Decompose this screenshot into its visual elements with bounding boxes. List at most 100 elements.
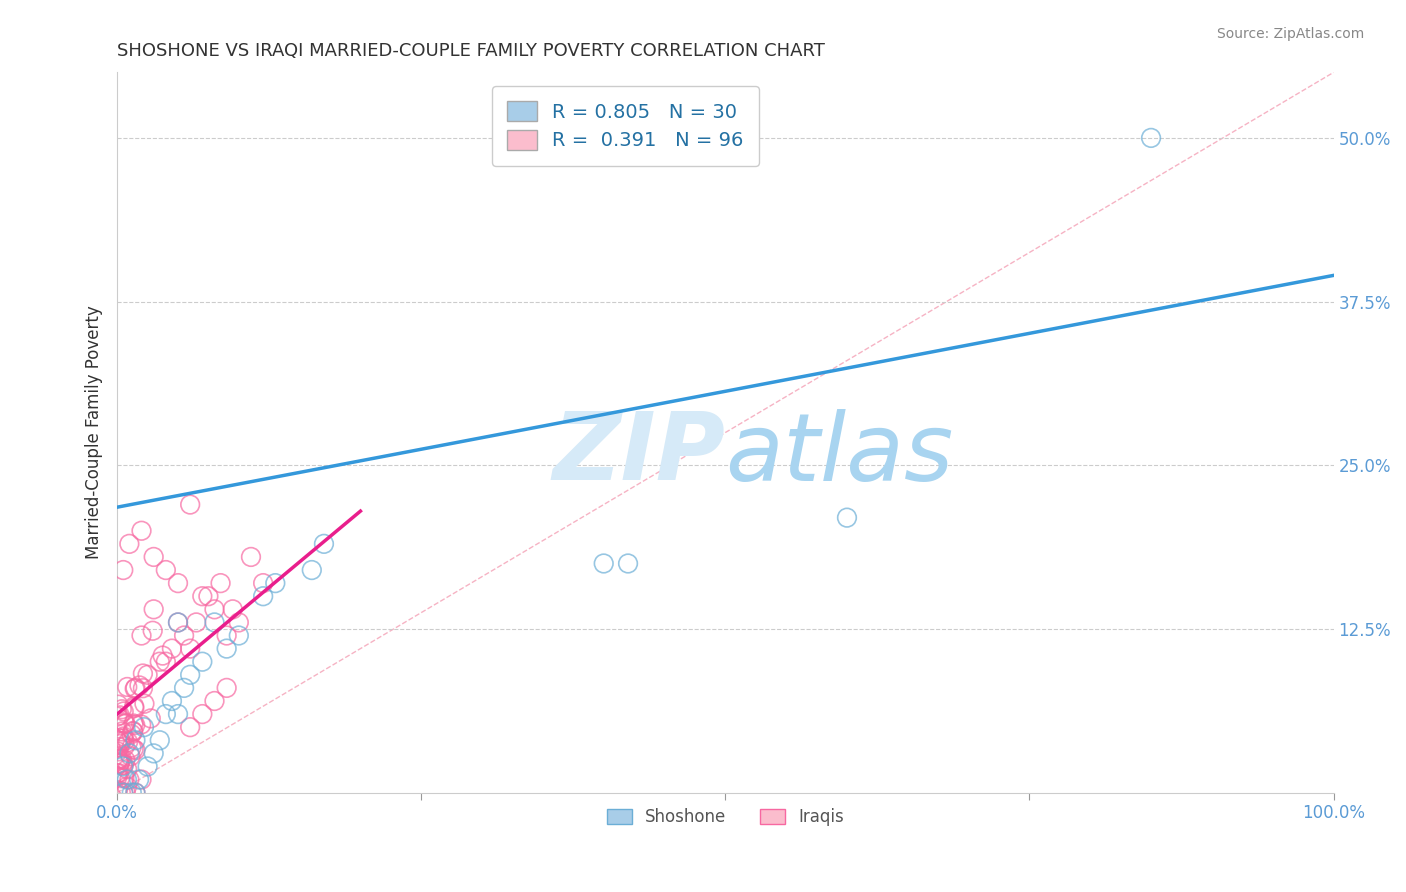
Point <box>240 549 263 564</box>
Point <box>118 772 141 787</box>
Point <box>136 668 159 682</box>
Point <box>122 742 145 756</box>
Point <box>112 731 135 746</box>
Point <box>167 615 190 630</box>
Point <box>108 756 131 771</box>
Point <box>228 615 250 630</box>
Point <box>107 766 129 780</box>
Point <box>108 751 131 765</box>
Point <box>122 716 145 731</box>
Point <box>124 786 146 800</box>
Point <box>128 678 150 692</box>
Point <box>111 758 134 772</box>
Point <box>120 727 142 741</box>
Point <box>179 720 201 734</box>
Point <box>252 589 274 603</box>
Point <box>136 759 159 773</box>
Point <box>160 694 183 708</box>
Point <box>122 699 145 714</box>
Point <box>142 747 165 761</box>
Point <box>107 698 129 712</box>
Point <box>179 668 201 682</box>
Point <box>142 602 165 616</box>
Point <box>114 717 136 731</box>
Point <box>122 724 145 739</box>
Point <box>142 549 165 564</box>
Point <box>124 701 146 715</box>
Point <box>173 681 195 695</box>
Point <box>204 615 226 630</box>
Y-axis label: Married-Couple Family Poverty: Married-Couple Family Poverty <box>86 306 103 559</box>
Text: Source: ZipAtlas.com: Source: ZipAtlas.com <box>1216 27 1364 41</box>
Point <box>142 624 165 638</box>
Point <box>215 628 238 642</box>
Point <box>108 708 131 723</box>
Point <box>215 681 238 695</box>
Point <box>105 709 128 723</box>
Point <box>110 786 132 800</box>
Point <box>111 724 134 739</box>
Point <box>592 557 614 571</box>
Point <box>112 730 135 744</box>
Point <box>124 681 146 695</box>
Point <box>108 756 131 771</box>
Point <box>152 648 174 663</box>
Point <box>131 772 153 787</box>
Point <box>115 762 138 776</box>
Point <box>132 666 155 681</box>
Text: ZIP: ZIP <box>553 409 725 500</box>
Point <box>118 537 141 551</box>
Point <box>107 770 129 784</box>
Point <box>110 737 132 751</box>
Point <box>191 655 214 669</box>
Point <box>191 589 214 603</box>
Point <box>617 557 640 571</box>
Point <box>112 771 135 785</box>
Point <box>204 694 226 708</box>
Point <box>301 563 323 577</box>
Point <box>121 740 143 755</box>
Text: SHOSHONE VS IRAQI MARRIED-COUPLE FAMILY POVERTY CORRELATION CHART: SHOSHONE VS IRAQI MARRIED-COUPLE FAMILY … <box>117 42 825 60</box>
Point <box>112 705 135 719</box>
Point <box>264 576 287 591</box>
Point <box>124 718 146 732</box>
Point <box>121 786 143 800</box>
Point <box>112 759 135 773</box>
Point <box>149 733 172 747</box>
Point <box>107 783 129 797</box>
Point <box>312 537 335 551</box>
Point <box>124 743 146 757</box>
Point <box>131 524 153 538</box>
Point <box>107 734 129 748</box>
Point <box>167 707 190 722</box>
Point <box>108 771 131 785</box>
Point <box>124 681 146 696</box>
Point <box>111 752 134 766</box>
Point <box>108 739 131 754</box>
Point <box>118 747 141 761</box>
Point <box>132 681 155 696</box>
Text: atlas: atlas <box>725 409 953 500</box>
Point <box>155 655 177 669</box>
Point <box>129 717 152 731</box>
Point <box>835 510 858 524</box>
Point <box>111 702 134 716</box>
Point <box>107 744 129 758</box>
Point <box>105 766 128 780</box>
Legend: Shoshone, Iraqis: Shoshone, Iraqis <box>599 800 852 835</box>
Point <box>114 786 136 800</box>
Point <box>197 589 219 603</box>
Point <box>115 780 138 794</box>
Point <box>215 641 238 656</box>
Point <box>167 615 190 630</box>
Point <box>155 563 177 577</box>
Point <box>124 786 146 800</box>
Point <box>179 498 201 512</box>
Point <box>131 628 153 642</box>
Point <box>112 786 135 800</box>
Point <box>112 758 135 772</box>
Point <box>149 655 172 669</box>
Point <box>191 707 214 722</box>
Point <box>228 628 250 642</box>
Point <box>128 772 150 787</box>
